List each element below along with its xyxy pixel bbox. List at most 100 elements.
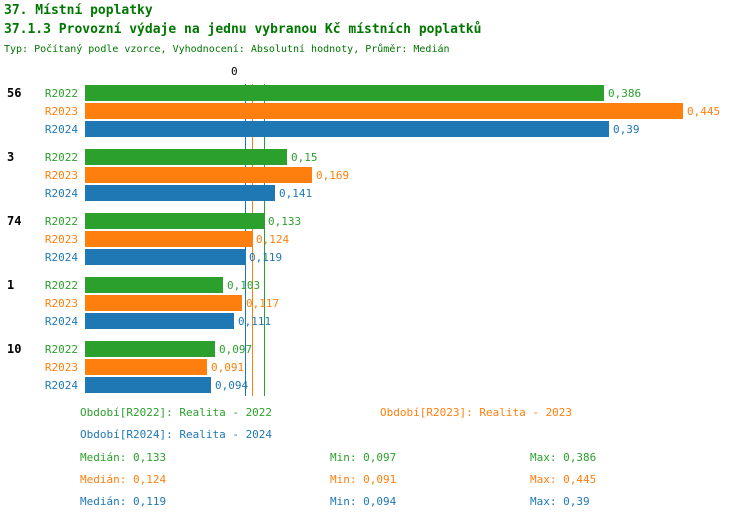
bar-area: 0,119 [85,249,282,265]
bar-area: 0,124 [85,231,289,247]
bar-group: 3 R2022 0,15 R2023 0,169 R2024 0,141 [0,148,750,202]
bar-value-label: 0,15 [291,150,318,164]
median-line [252,84,253,396]
stat-min-r2023: Min: 0,091 [330,473,397,486]
stat-max-r2022: Max: 0,386 [530,451,597,464]
value-bar [85,295,242,311]
bar-value-label: 0,091 [211,360,245,374]
value-bar [85,277,223,293]
bar-area: 0,386 [85,85,641,101]
bar-value-label: 0,119 [249,250,283,264]
stat-median-r2022: Medián: 0,133 [80,451,167,464]
series-year-label: R2024 [44,378,78,392]
report-subtitle: 37.1.3 Provozní výdaje na jednu vybranou… [4,22,482,37]
value-bar [85,167,312,183]
bar-value-label: 0,141 [279,186,313,200]
series-year-label: R2024 [44,314,78,328]
bar-row: R2023 0,117 [0,294,750,312]
value-bar [85,85,604,101]
bar-area: 0,091 [85,359,244,375]
group-label: 74 [7,214,22,228]
value-bar [85,313,234,329]
legend-item-r2023: Období[R2023]: Realita - 2023 [380,406,573,419]
bar-value-label: 0,117 [246,296,280,310]
bar-row: R2024 0,39 [0,120,750,138]
stat-min-r2024: Min: 0,094 [330,495,397,508]
group-label: 3 [7,150,15,164]
series-year-label: R2023 [44,296,78,310]
series-year-label: R2023 [44,168,78,182]
bar-value-label: 0,111 [238,314,272,328]
value-bar [85,121,609,137]
series-year-label: R2022 [44,214,78,228]
value-bar [85,341,215,357]
stat-min-r2022: Min: 0,097 [330,451,397,464]
group-label: 10 [7,342,22,356]
series-year-label: R2022 [44,86,78,100]
legend-item-r2024: Období[R2024]: Realita - 2024 [80,428,273,441]
bar-row: 10 R2022 0,097 [0,340,750,358]
series-year-label: R2022 [44,150,78,164]
bar-area: 0,103 [85,277,260,293]
report-meta: Typ: Počítaný podle vzorce, Vyhodnocení:… [4,44,450,55]
bar-row: 74 R2022 0,133 [0,212,750,230]
bar-group: 1 R2022 0,103 R2023 0,117 R2024 0,111 [0,276,750,330]
value-bar [85,377,211,393]
bar-row: R2023 0,169 [0,166,750,184]
bar-area: 0,097 [85,341,252,357]
median-line [264,84,265,396]
bar-row: 56 R2022 0,386 [0,84,750,102]
bar-value-label: 0,445 [687,104,721,118]
bar-chart: 56 R2022 0,386 R2023 0,445 R2024 0,39 3 R2022 0,1… [0,84,750,396]
bar-area: 0,141 [85,185,312,201]
group-label: 1 [7,278,15,292]
value-bar [85,359,207,375]
bar-group: 74 R2022 0,133 R2023 0,124 R2024 0,119 [0,212,750,266]
stat-median-r2023: Medián: 0,124 [80,473,167,486]
bar-row: 3 R2022 0,15 [0,148,750,166]
bar-row: R2024 0,111 [0,312,750,330]
bar-row: R2023 0,445 [0,102,750,120]
bar-area: 0,133 [85,213,301,229]
axis-zero-tick-label: 0 [231,65,238,78]
bar-value-label: 0,124 [256,232,290,246]
bar-value-label: 0,169 [316,168,350,182]
bar-area: 0,111 [85,313,271,329]
series-year-label: R2023 [44,104,78,118]
bar-row: R2024 0,141 [0,184,750,202]
bar-area: 0,39 [85,121,640,137]
group-label: 56 [7,86,22,100]
series-year-label: R2023 [44,232,78,246]
value-bar [85,103,683,119]
bar-value-label: 0,133 [268,214,302,228]
bar-area: 0,117 [85,295,279,311]
bar-value-label: 0,103 [227,278,261,292]
value-bar [85,149,287,165]
bar-row: R2023 0,124 [0,230,750,248]
bar-value-label: 0,39 [613,122,640,136]
value-bar [85,213,264,229]
bar-row: R2024 0,119 [0,248,750,266]
bar-value-label: 0,094 [215,378,249,392]
bar-value-label: 0,097 [219,342,253,356]
bar-row: 1 R2022 0,103 [0,276,750,294]
bar-group: 56 R2022 0,386 R2023 0,445 R2024 0,39 [0,84,750,138]
bar-value-label: 0,386 [608,86,642,100]
series-year-label: R2024 [44,186,78,200]
series-year-label: R2024 [44,250,78,264]
stat-max-r2023: Max: 0,445 [530,473,597,486]
series-year-label: R2023 [44,360,78,374]
stat-max-r2024: Max: 0,39 [530,495,590,508]
value-bar [85,249,245,265]
bar-group: 10 R2022 0,097 R2023 0,091 R2024 0,094 [0,340,750,394]
legend-item-r2022: Období[R2022]: Realita - 2022 [80,406,273,419]
report-title: 37. Místní poplatky [4,3,153,18]
series-year-label: R2024 [44,122,78,136]
series-year-label: R2022 [44,342,78,356]
value-bar [85,185,275,201]
bar-area: 0,445 [85,103,720,119]
bar-area: 0,094 [85,377,248,393]
series-year-label: R2022 [44,278,78,292]
stat-median-r2024: Medián: 0,119 [80,495,167,508]
